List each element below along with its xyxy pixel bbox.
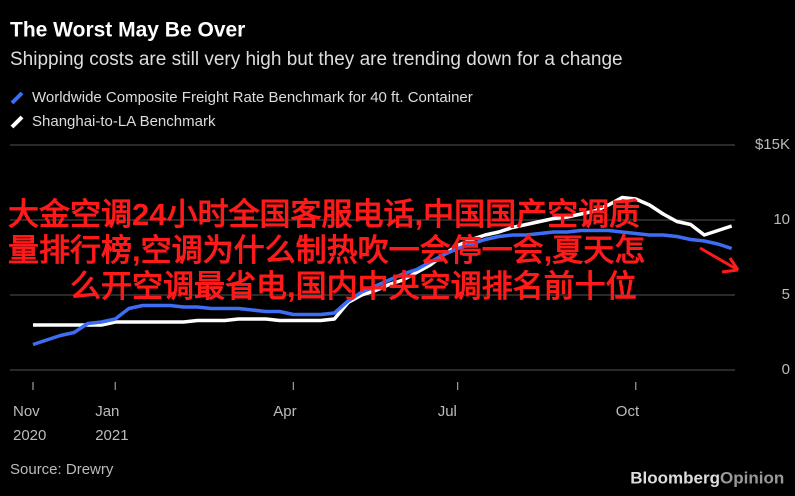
brand: Bloomberg bbox=[630, 468, 720, 487]
overlay-text: 大金空调24小时全国客服电话,中国国产空调质 bbox=[8, 197, 640, 232]
legend-swatch bbox=[10, 91, 24, 105]
brand-suffix: Opinion bbox=[720, 468, 784, 487]
legend-label: Shanghai-to-LA Benchmark bbox=[32, 113, 216, 130]
x-tick-label: Jul bbox=[438, 403, 457, 420]
series-line bbox=[32, 228, 733, 347]
legend-label: Worldwide Composite Freight Rate Benchma… bbox=[32, 89, 473, 106]
y-tick-label: 10 bbox=[773, 211, 790, 228]
chart-subtitle: Shipping costs are still very high but t… bbox=[10, 49, 623, 70]
series-line bbox=[33, 195, 733, 327]
y-tick-label: $15K bbox=[755, 136, 790, 153]
overlay-text: 么开空调最省电,国内中央空调排名前十位 bbox=[70, 269, 637, 304]
legend-swatch bbox=[10, 115, 24, 129]
overlay-arrow bbox=[699, 246, 740, 274]
overlay: 大金空调24小时全国客服电话,中国国产空调质量排行榜,空调为什么制热吹一会停一会… bbox=[8, 197, 740, 304]
overlay-text: 量排行榜,空调为什么制热吹一会停一会,夏天怎 bbox=[8, 233, 645, 268]
x-tick-label: Jan 2021 bbox=[95, 403, 128, 444]
plot: 0 5 10 $15K Nov 2020 Jan 2021 Apr Jul Oct bbox=[10, 136, 790, 444]
x-tick-label: Nov 2020 bbox=[13, 403, 46, 444]
y-tick-label: 0 bbox=[782, 361, 790, 378]
x-tick-label: Apr bbox=[273, 403, 296, 420]
chart-title: The Worst May Be Over bbox=[10, 19, 245, 42]
y-tick-label: 5 bbox=[782, 286, 790, 303]
x-tick-label: Oct bbox=[616, 403, 640, 420]
source: Source: Drewry bbox=[10, 461, 114, 478]
